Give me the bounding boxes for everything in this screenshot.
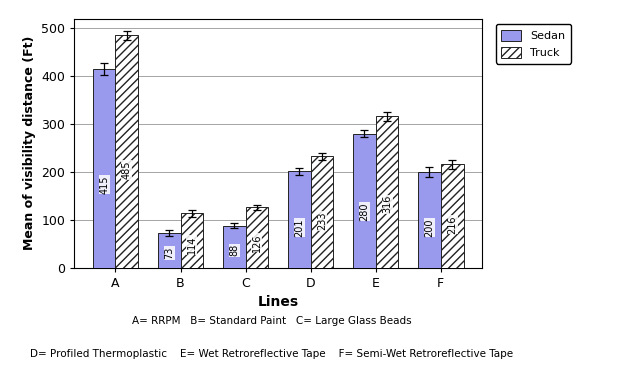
Text: 114: 114: [187, 236, 197, 254]
Bar: [288, 171, 311, 268]
Bar: [311, 156, 333, 268]
Text: A= RRPM   B= Standard Paint   C= Large Glass Beads: A= RRPM B= Standard Paint C= Large Glass…: [132, 315, 412, 326]
Bar: [93, 69, 116, 268]
Bar: [116, 35, 138, 268]
Text: 126: 126: [252, 233, 262, 252]
Text: 233: 233: [317, 212, 327, 230]
Text: 200: 200: [425, 218, 434, 237]
Text: 415: 415: [99, 175, 109, 193]
Bar: [223, 226, 245, 268]
X-axis label: Lines: Lines: [258, 295, 298, 310]
Bar: [376, 116, 399, 268]
Text: 485: 485: [122, 161, 132, 179]
Text: 88: 88: [229, 244, 239, 256]
Bar: [245, 208, 268, 268]
Text: 201: 201: [294, 218, 304, 237]
Bar: [180, 213, 203, 268]
Bar: [158, 233, 180, 268]
Text: 280: 280: [359, 202, 370, 221]
Text: D= Profiled Thermoplastic    E= Wet Retroreflective Tape    F= Semi-Wet Retroref: D= Profiled Thermoplastic E= Wet Retrore…: [30, 349, 514, 359]
Bar: [418, 172, 441, 268]
Bar: [353, 134, 376, 268]
Bar: [441, 164, 464, 268]
Y-axis label: Mean of visibility distance (Ft): Mean of visibility distance (Ft): [23, 36, 36, 250]
Text: 73: 73: [164, 247, 174, 259]
Legend: Sedan, Truck: Sedan, Truck: [496, 24, 571, 64]
Text: 316: 316: [382, 195, 392, 214]
Text: 216: 216: [447, 215, 457, 234]
